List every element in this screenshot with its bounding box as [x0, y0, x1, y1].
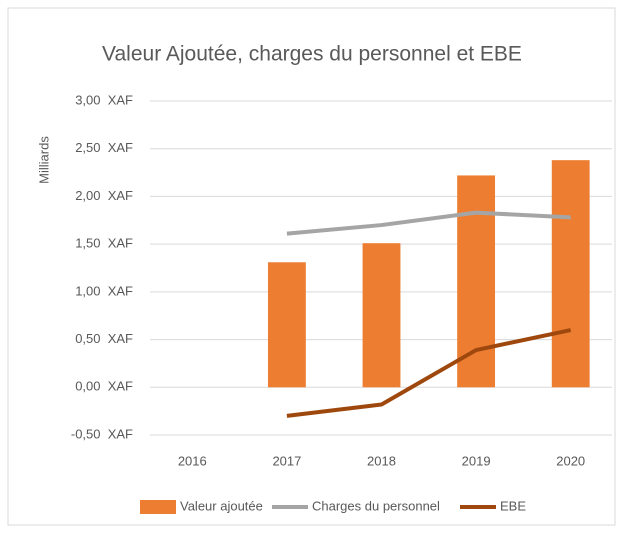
bar — [267, 262, 306, 388]
y-tick-label: 2,00 XAF — [75, 188, 133, 203]
x-tick-label: 2016 — [178, 453, 207, 468]
legend-label: Charges du personnel — [312, 498, 440, 513]
y-tick-label: 1,00 XAF — [75, 283, 133, 298]
x-tick-label: 2018 — [367, 453, 396, 468]
x-tick-label: 2017 — [272, 453, 301, 468]
y-tick-label: 0,00 XAF — [75, 379, 133, 394]
legend-label: EBE — [500, 498, 526, 513]
y-tick-label: -0,50 XAF — [71, 426, 133, 441]
line — [286, 210, 571, 236]
bar — [362, 243, 401, 388]
chart-title: Valeur Ajoutée, charges du personnel et … — [102, 43, 522, 66]
x-tick-label: 2020 — [556, 453, 585, 468]
y-tick-label: 2,50 XAF — [75, 140, 133, 155]
bar — [551, 160, 590, 388]
y-axis-label: Milliards — [36, 136, 51, 184]
y-tick-label: 0,50 XAF — [75, 331, 133, 346]
legend-label: Valeur ajoutée — [180, 498, 263, 513]
legend-swatch — [140, 500, 176, 514]
y-tick-label: 1,50 XAF — [75, 236, 133, 251]
y-tick-label: 3,00 XAF — [75, 92, 133, 107]
line — [286, 328, 572, 418]
x-tick-label: 2019 — [462, 453, 491, 468]
chart-frame — [7, 7, 616, 526]
